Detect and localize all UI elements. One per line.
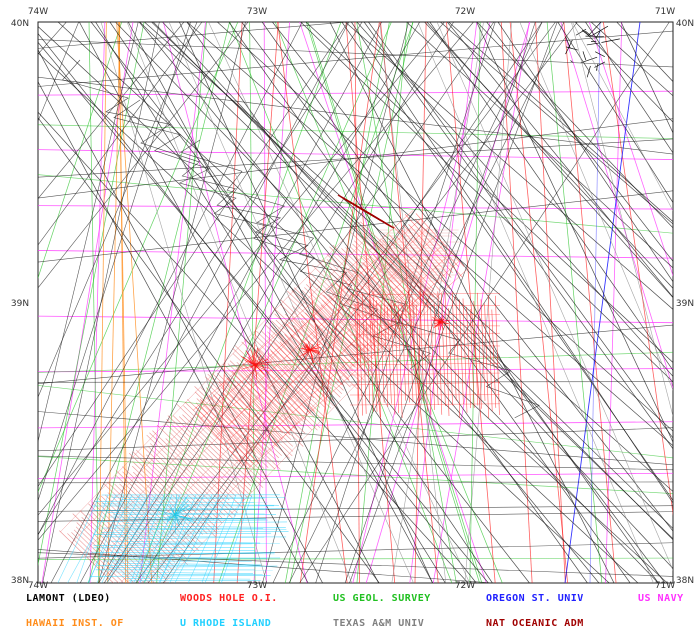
axis-label-right: 39N — [676, 299, 694, 309]
axis-label-left: 40N — [11, 19, 29, 29]
track-legend: LAMONT (LDEO) WOODS HOLE O.I. US GEOL. S… — [0, 590, 696, 641]
legend-noaa: NAT OCEANIC ADM — [486, 618, 584, 629]
axis-label-left: 38N — [11, 576, 29, 586]
legend-us-navy: US NAVY — [638, 593, 684, 604]
axis-label-top: 72W — [455, 7, 475, 17]
legend-usgs: US GEOL. SURVEY — [333, 593, 431, 604]
axis-label-right: 40N — [676, 19, 694, 29]
axis-label-bottom: 71W — [655, 581, 675, 590]
axis-label-left: 39N — [11, 299, 29, 309]
ship-tracks — [38, 22, 673, 583]
axis-label-bottom: 73W — [247, 581, 267, 590]
axis-label-right: 38N — [676, 576, 694, 586]
axis-label-top: 71W — [655, 7, 675, 17]
axis-label-top: 74W — [28, 7, 48, 17]
legend-woods-hole: WOODS HOLE O.I. — [180, 593, 278, 604]
legend-texas-am: TEXAS A&M UNIV — [333, 618, 425, 629]
axis-label-bottom: 74W — [28, 581, 48, 590]
axis-label-top: 73W — [247, 7, 267, 17]
legend-rhode-island: U RHODE ISLAND — [180, 618, 272, 629]
axis-label-bottom: 72W — [455, 581, 475, 590]
legend-lamont: LAMONT (LDEO) — [26, 593, 111, 604]
legend-hawaii: HAWAII INST. OF — [26, 618, 124, 629]
legend-oregon-state: OREGON ST. UNIV — [486, 593, 584, 604]
